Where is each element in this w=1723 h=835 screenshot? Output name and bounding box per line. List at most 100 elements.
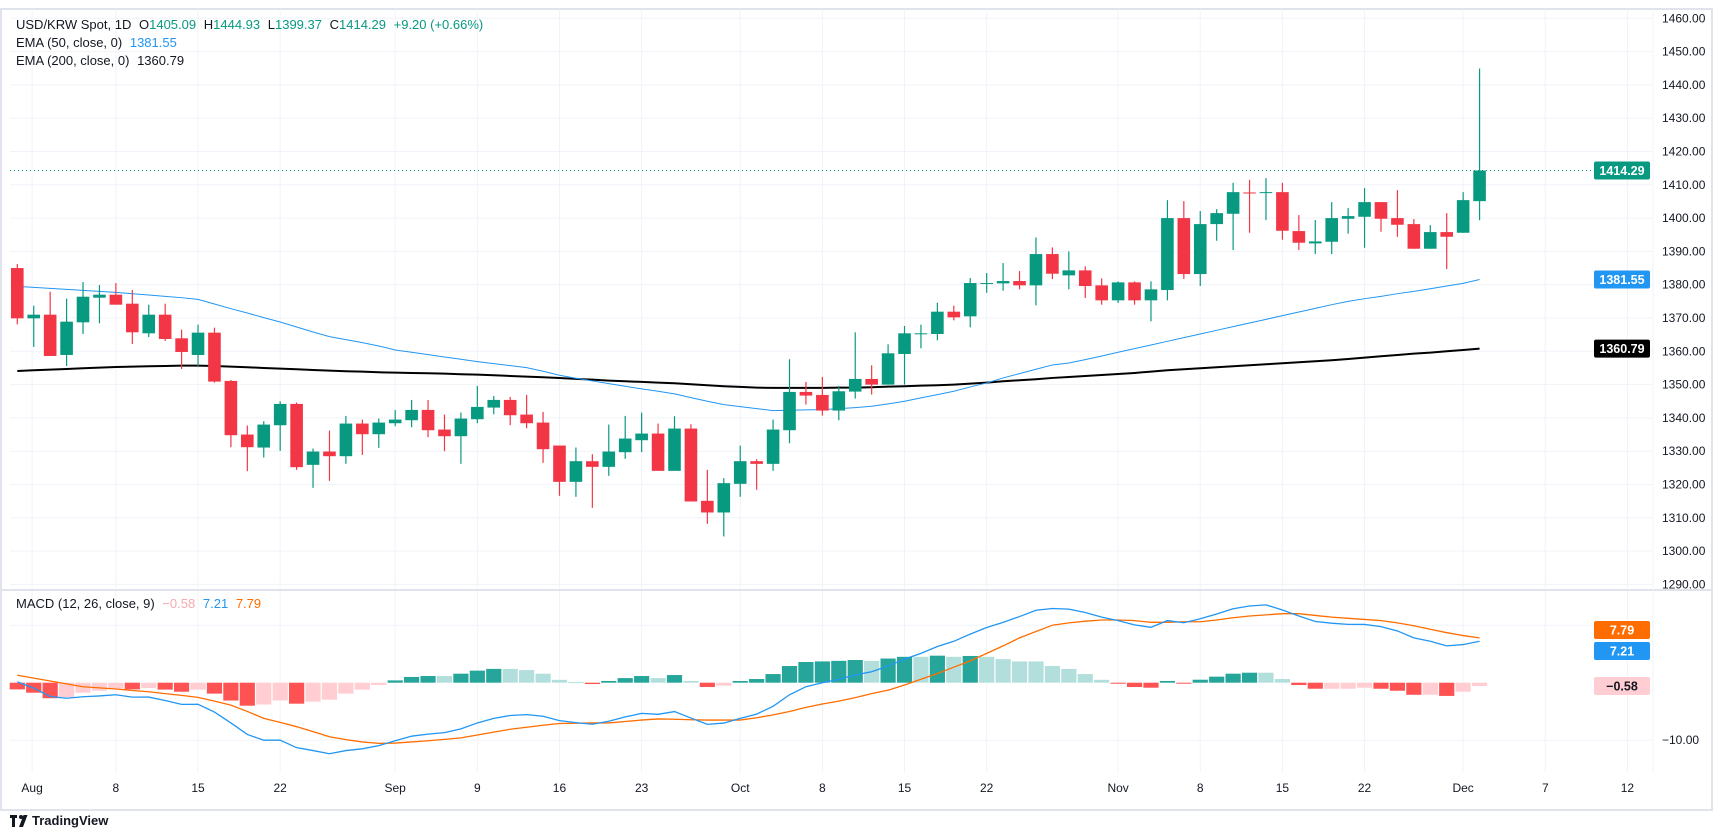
macd-histogram-bar — [486, 668, 502, 683]
macd-histogram-bar — [223, 682, 239, 701]
price-axis-label: 1340.00 — [1662, 411, 1706, 425]
candle-body — [1210, 213, 1223, 225]
candle-body — [339, 423, 353, 457]
candle — [898, 325, 911, 385]
candle-body — [536, 422, 550, 450]
candle — [618, 415, 632, 459]
candle — [733, 445, 747, 497]
candle-body — [684, 428, 698, 502]
candle — [372, 418, 386, 448]
macd-histogram-bar — [617, 678, 633, 683]
candle-body — [290, 403, 303, 468]
candle-body — [224, 380, 238, 436]
candle — [947, 305, 961, 321]
candle-body — [1062, 270, 1076, 276]
candle-body — [142, 314, 156, 334]
candle-body — [668, 428, 681, 471]
macd-histogram-bar — [568, 682, 584, 684]
candle — [11, 264, 24, 325]
macd-histogram-bar — [650, 678, 666, 683]
macd-histogram-bar — [1011, 661, 1028, 683]
macd-tag: −0.58 — [1594, 677, 1650, 695]
high-value: H1444.93 — [203, 17, 261, 32]
candle — [126, 290, 139, 344]
candle-body — [241, 434, 254, 448]
candle — [43, 291, 57, 356]
candle-body — [487, 399, 501, 408]
candle — [93, 285, 106, 324]
candle-body — [816, 394, 829, 411]
price-tag-text: 1381.55 — [1599, 273, 1644, 287]
price-axis-label: 1320.00 — [1662, 478, 1706, 492]
macd-histogram-bar — [634, 676, 650, 683]
ema50-legend[interactable]: EMA (50, close, 0) 1381.55 — [16, 35, 181, 51]
candle — [1161, 200, 1174, 301]
candle-body — [1095, 285, 1108, 301]
macd-histogram-bar — [1061, 668, 1077, 683]
candle-body — [1473, 170, 1486, 202]
macd-histogram-bar — [814, 661, 830, 683]
candle — [487, 395, 501, 415]
macd-histogram-bar — [141, 682, 157, 689]
candle-body — [421, 409, 435, 431]
macd-tag: 7.79 — [1594, 621, 1650, 639]
candle-body — [1358, 202, 1371, 217]
candle — [553, 445, 566, 496]
macd-histogram-bar — [272, 682, 288, 701]
candle-body — [158, 314, 172, 339]
candle-body — [175, 338, 188, 352]
macd-histogram-bar — [1126, 682, 1143, 688]
candle-body — [503, 399, 517, 416]
macd-histogram-bar — [749, 679, 765, 683]
candle-body — [126, 303, 139, 333]
macd-legend[interactable]: MACD (12, 26, close, 9) −0.58 7.21 7.79 — [16, 596, 265, 612]
price-axis-label: 1370.00 — [1662, 311, 1706, 325]
macd-histogram-bar — [1028, 661, 1044, 683]
ema200-legend[interactable]: EMA (200, close, 0) 1360.79 — [16, 53, 188, 69]
time-axis-label: 12 — [1621, 781, 1635, 795]
macd-histogram-bar — [354, 682, 370, 690]
time-axis-label: 9 — [474, 781, 481, 795]
candle — [1078, 266, 1092, 299]
candle-body — [635, 433, 648, 441]
candle-body — [1046, 254, 1059, 274]
macd-hist-value: −0.58 — [162, 596, 196, 611]
candle-body — [618, 438, 632, 453]
candle-body — [11, 268, 24, 319]
candle — [1259, 178, 1273, 221]
candle-body — [750, 461, 763, 464]
macd-signal-value: 7.79 — [235, 596, 262, 611]
candle-body — [27, 314, 41, 319]
macd-histogram-bar — [157, 682, 173, 690]
candle-body — [1276, 192, 1289, 231]
candle — [1374, 202, 1388, 232]
macd-histogram-bar — [404, 676, 420, 683]
macd-label: MACD (12, 26, close, 9) — [16, 596, 155, 611]
macd-histogram-bar — [190, 682, 206, 690]
candle-body — [783, 391, 796, 431]
macd-histogram-bar — [995, 659, 1011, 683]
candle — [1111, 281, 1125, 304]
macd-histogram-bar — [321, 682, 338, 700]
time-axis-label: 8 — [1197, 781, 1204, 795]
candle-body — [323, 451, 336, 457]
candle-body — [1144, 289, 1158, 301]
price-tag-bg — [1594, 270, 1650, 289]
candle-body — [799, 391, 813, 396]
candle — [684, 424, 698, 502]
candle — [586, 454, 599, 508]
price-axis-label: 1450.00 — [1662, 45, 1706, 59]
candle — [635, 412, 648, 453]
tradingview-logo[interactable]: TradingView — [10, 813, 108, 828]
candle — [175, 329, 188, 369]
macd-histogram-bar — [1159, 680, 1175, 683]
macd-histogram-bar — [1274, 679, 1291, 683]
candle — [914, 324, 928, 349]
open-value: O1405.09 — [138, 17, 197, 32]
macd-tag-text: −0.58 — [1606, 680, 1638, 694]
macd-histogram-bar — [551, 679, 568, 683]
macd-histogram-bar — [1422, 682, 1438, 695]
price-axis-label: 1310.00 — [1662, 511, 1706, 525]
price-axis-label: 1380.00 — [1662, 278, 1706, 292]
